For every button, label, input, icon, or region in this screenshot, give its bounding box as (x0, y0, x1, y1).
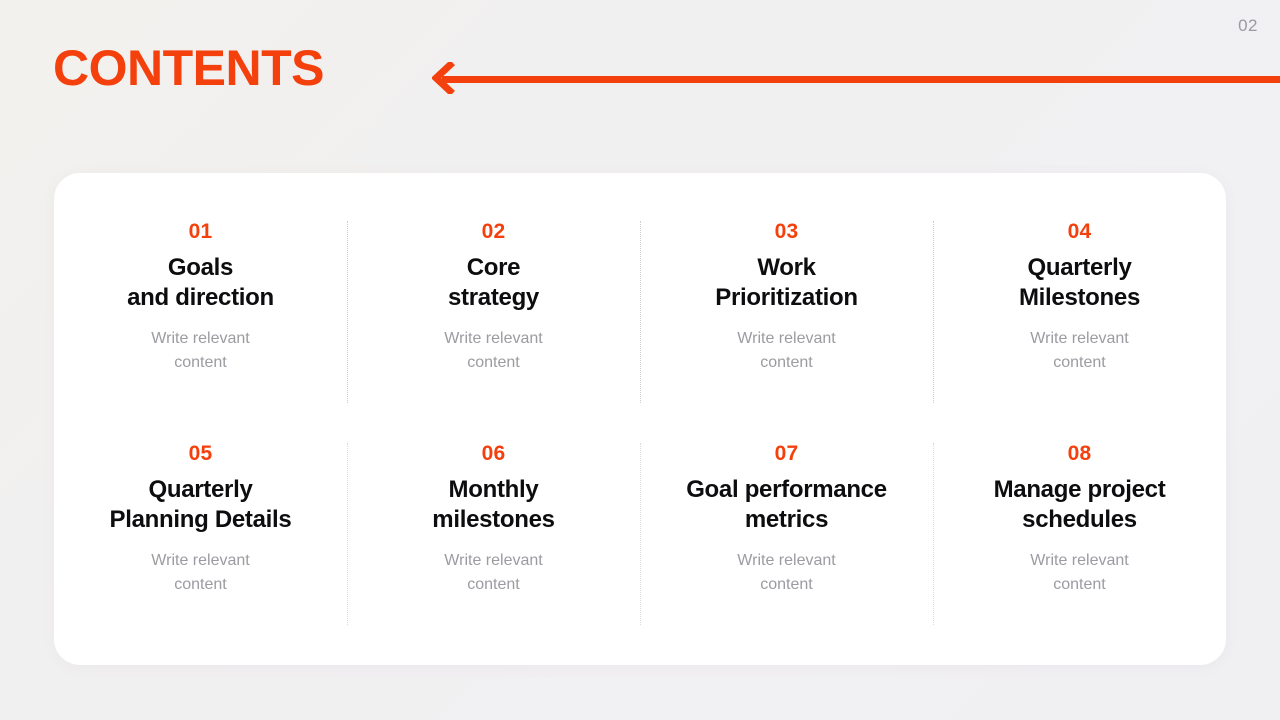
item-description: Write relevant content (151, 552, 250, 593)
contents-item-03[interactable]: 03 Work Prioritization Write relevant co… (640, 221, 933, 409)
contents-item-06[interactable]: 06 Monthly milestones Write relevant con… (347, 443, 640, 631)
header-arrow-rule (432, 62, 1280, 94)
item-title: Manage project schedules (993, 476, 1166, 533)
item-number: 03 (774, 220, 799, 243)
item-title: Goals and direction (127, 254, 274, 311)
item-number: 05 (188, 442, 213, 465)
item-description: Write relevant content (737, 330, 836, 371)
contents-item-01[interactable]: 01 Goals and direction Write relevant co… (54, 221, 347, 409)
item-number: 01 (188, 220, 213, 243)
item-number: 07 (774, 442, 799, 465)
page-number: 02 (1238, 16, 1258, 35)
item-title: Goal performance metrics (686, 476, 887, 533)
header-rule-line (442, 76, 1280, 83)
item-number: 06 (481, 442, 506, 465)
item-description: Write relevant content (737, 552, 836, 593)
item-number: 02 (481, 220, 506, 243)
page-title: CONTENTS (53, 40, 325, 96)
contents-card: 01 Goals and direction Write relevant co… (54, 173, 1226, 665)
item-description: Write relevant content (1030, 330, 1129, 371)
item-title: Core strategy (448, 254, 539, 311)
item-title: Work Prioritization (715, 254, 858, 311)
item-title: Monthly milestones (432, 476, 555, 533)
item-title: Quarterly Planning Details (109, 476, 292, 533)
item-description: Write relevant content (151, 330, 250, 371)
contents-item-05[interactable]: 05 Quarterly Planning Details Write rele… (54, 443, 347, 631)
arrow-left-icon (432, 62, 458, 94)
item-number: 04 (1067, 220, 1092, 243)
contents-item-02[interactable]: 02 Core strategy Write relevant content (347, 221, 640, 409)
item-title: Quarterly Milestones (1018, 254, 1141, 311)
slide-header: CONTENTS (0, 38, 1280, 102)
contents-row-bottom: 05 Quarterly Planning Details Write rele… (54, 443, 1226, 631)
contents-item-08[interactable]: 08 Manage project schedules Write releva… (933, 443, 1226, 631)
contents-item-04[interactable]: 04 Quarterly Milestones Write relevant c… (933, 221, 1226, 409)
item-description: Write relevant content (444, 552, 543, 593)
contents-item-07[interactable]: 07 Goal performance metrics Write releva… (640, 443, 933, 631)
item-description: Write relevant content (1030, 552, 1129, 593)
item-number: 08 (1067, 442, 1092, 465)
contents-row-top: 01 Goals and direction Write relevant co… (54, 221, 1226, 409)
item-description: Write relevant content (444, 330, 543, 371)
